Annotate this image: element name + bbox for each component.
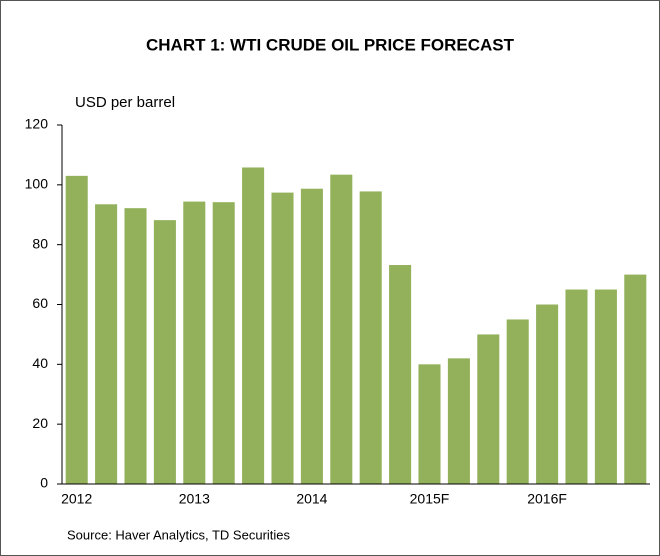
- bar: [65, 175, 88, 484]
- bar: [536, 304, 559, 484]
- bar: [242, 167, 265, 484]
- y-tick-label: 0: [40, 475, 48, 491]
- x-tick-label: 2012: [61, 491, 92, 507]
- bar: [389, 265, 412, 484]
- bar: [300, 188, 323, 484]
- y-tick-label: 80: [32, 235, 48, 251]
- bar: [212, 202, 235, 484]
- y-tick-label: 120: [25, 116, 49, 132]
- bar: [624, 274, 647, 484]
- y-tick-label: 20: [32, 415, 48, 431]
- bar: [594, 289, 617, 484]
- y-tick-label: 60: [32, 295, 48, 311]
- x-tick-label: 2013: [179, 491, 210, 507]
- bar: [506, 319, 529, 484]
- x-tick-label: 2016F: [527, 491, 567, 507]
- bar: [95, 204, 118, 484]
- y-tick-label: 100: [25, 176, 49, 192]
- source-note: Source: Haver Analytics, TD Securities: [67, 527, 291, 542]
- bar: [418, 364, 441, 484]
- bar: [447, 358, 470, 484]
- x-tick-label: 2014: [296, 491, 327, 507]
- y-tick-label: 40: [32, 355, 48, 371]
- bar: [359, 191, 382, 485]
- y-axis-label: USD per barrel: [75, 94, 175, 111]
- bar: [565, 289, 588, 484]
- bar: [183, 201, 206, 484]
- bar: [153, 220, 176, 484]
- bar: [124, 208, 147, 484]
- x-tick-label: 2015F: [410, 491, 450, 507]
- bar: [330, 174, 353, 484]
- bar: [477, 334, 500, 484]
- bar: [271, 192, 294, 484]
- chart-title: CHART 1: WTI CRUDE OIL PRICE FORECAST: [146, 35, 515, 54]
